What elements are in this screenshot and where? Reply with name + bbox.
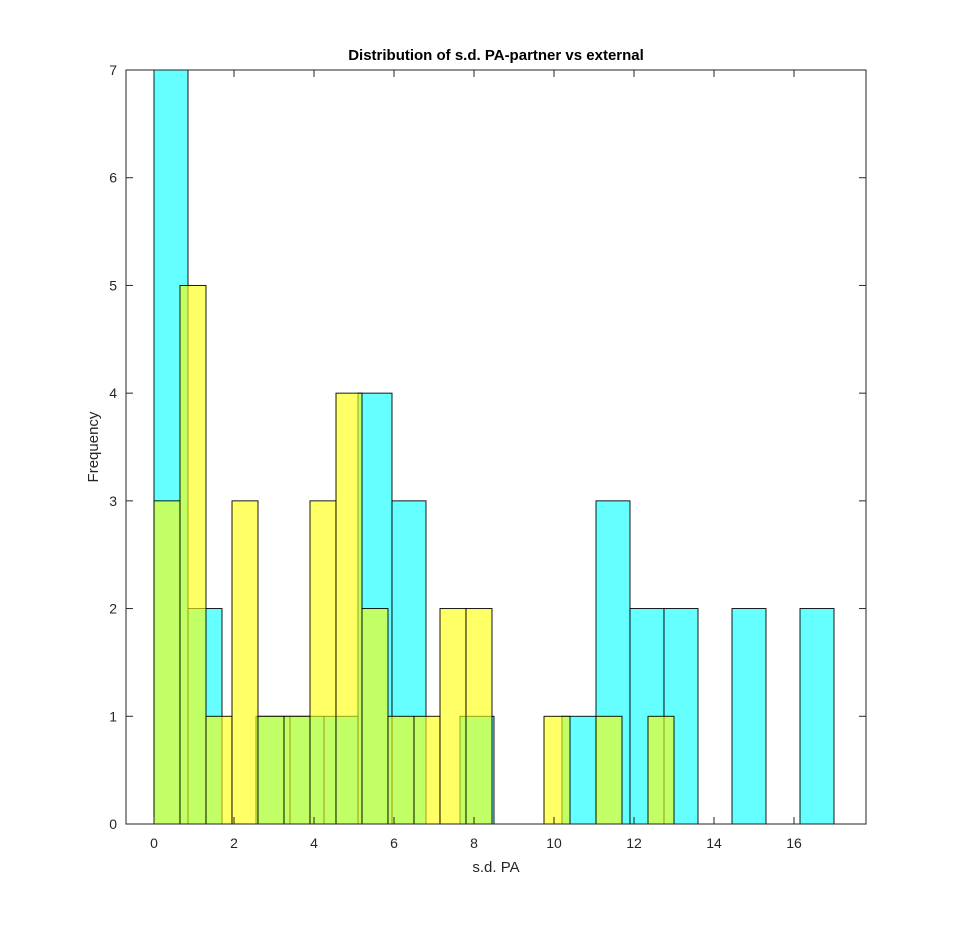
y-tick-label: 2 [109, 601, 117, 617]
series-2-bar-2 [179, 284, 207, 825]
y-axis-label: Frequency [85, 411, 102, 482]
series-2-bar-1 [153, 500, 181, 825]
series-2-bar-11 [413, 715, 441, 825]
plot-area-frame [125, 69, 867, 825]
y-tick-label: 3 [109, 493, 117, 509]
x-tick-label: 16 [786, 835, 802, 851]
series-2-bar-4 [231, 500, 259, 825]
y-tick-label: 0 [109, 816, 117, 832]
x-tick-label: 6 [390, 835, 398, 851]
series-1-bar-18 [731, 608, 767, 825]
series-2-bar-12 [439, 608, 467, 825]
x-tick-label: 14 [706, 835, 722, 851]
series-1-bar-20 [799, 608, 835, 825]
x-tick-label: 4 [310, 835, 318, 851]
series-2-bar-20 [647, 715, 675, 825]
series-2-bar-9 [361, 608, 389, 825]
series-2-bar-13 [465, 608, 493, 825]
x-tick-label: 12 [626, 835, 642, 851]
series-2-bar-6 [283, 715, 311, 825]
x-tick-label: 2 [230, 835, 238, 851]
bars-layer [153, 69, 835, 825]
chart-title: Distribution of s.d. PA-partner vs exter… [348, 47, 644, 64]
x-tick-label: 10 [546, 835, 562, 851]
x-tick-label: 8 [470, 835, 478, 851]
series-2-bar-5 [257, 715, 285, 825]
y-tick-label: 1 [109, 708, 117, 724]
y-tick-label: 6 [109, 170, 117, 186]
x-tick-label: 0 [150, 835, 158, 851]
x-axis-label: s.d. PA [472, 859, 519, 876]
series-2-bar-18 [595, 715, 623, 825]
y-tick-label: 4 [109, 385, 117, 401]
series-2-bar-10 [387, 715, 415, 825]
series-2-bar-8 [335, 392, 363, 825]
series-2-bar-16 [543, 715, 571, 825]
series-2-bar-7 [309, 500, 337, 825]
series-2-bar-3 [205, 715, 233, 825]
y-tick-label: 5 [109, 277, 117, 293]
y-tick-label: 7 [109, 62, 117, 78]
